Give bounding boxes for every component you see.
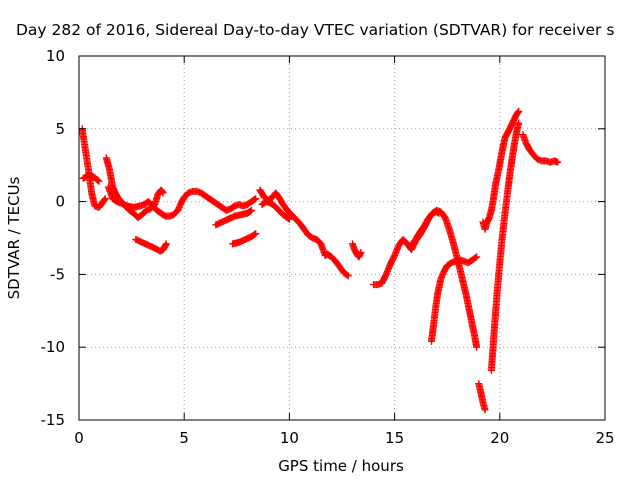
data-point [101,195,109,203]
data-point [162,240,170,248]
y-axis-label: SDTVAR / TECUs [5,176,23,299]
data-point [435,209,443,217]
x-tick-label: 10 [280,429,299,447]
data-point [514,108,522,116]
data-point [344,272,352,280]
data-point [94,176,102,184]
data-point [252,195,260,203]
data-point [515,107,523,115]
x-tick-label: 5 [179,429,189,447]
data-point [158,188,166,196]
x-tick-label: 25 [595,429,614,447]
x-tick-label: 15 [385,429,404,447]
data-point [101,196,109,204]
chart-title: Day 282 of 2016, Sidereal Day-to-day VTE… [16,21,614,39]
data-point [515,119,523,127]
y-tick-label: -15 [41,411,66,429]
axis-ticks: 0 5 10 15 20 25 -15 -10 -5 0 5 10 [41,47,615,447]
grid [79,56,605,420]
data-point [159,189,167,197]
data-point [473,253,481,261]
data-point [252,230,260,238]
data-point [95,177,103,185]
data-point [357,249,365,257]
x-tick-label: 20 [490,429,509,447]
plot-area [78,55,606,421]
data-series [78,107,562,414]
y-tick-label: 0 [55,193,65,211]
x-axis-label: GPS time / hours [278,457,404,475]
x-tick-label: 0 [74,429,84,447]
y-tick-label: 10 [46,47,65,65]
data-point [481,406,489,414]
data-point [284,214,292,222]
data-point [285,215,293,223]
data-point [434,209,442,217]
y-tick-label: -5 [50,265,65,283]
data-point [472,254,480,262]
data-point [248,206,256,214]
y-tick-label: -10 [41,338,66,356]
data-point [251,195,259,203]
data-point [473,343,481,351]
y-tick-label: 5 [55,120,65,138]
data-point [251,230,259,238]
data-point [554,158,562,166]
data-point [343,271,351,279]
data-point [246,207,254,215]
